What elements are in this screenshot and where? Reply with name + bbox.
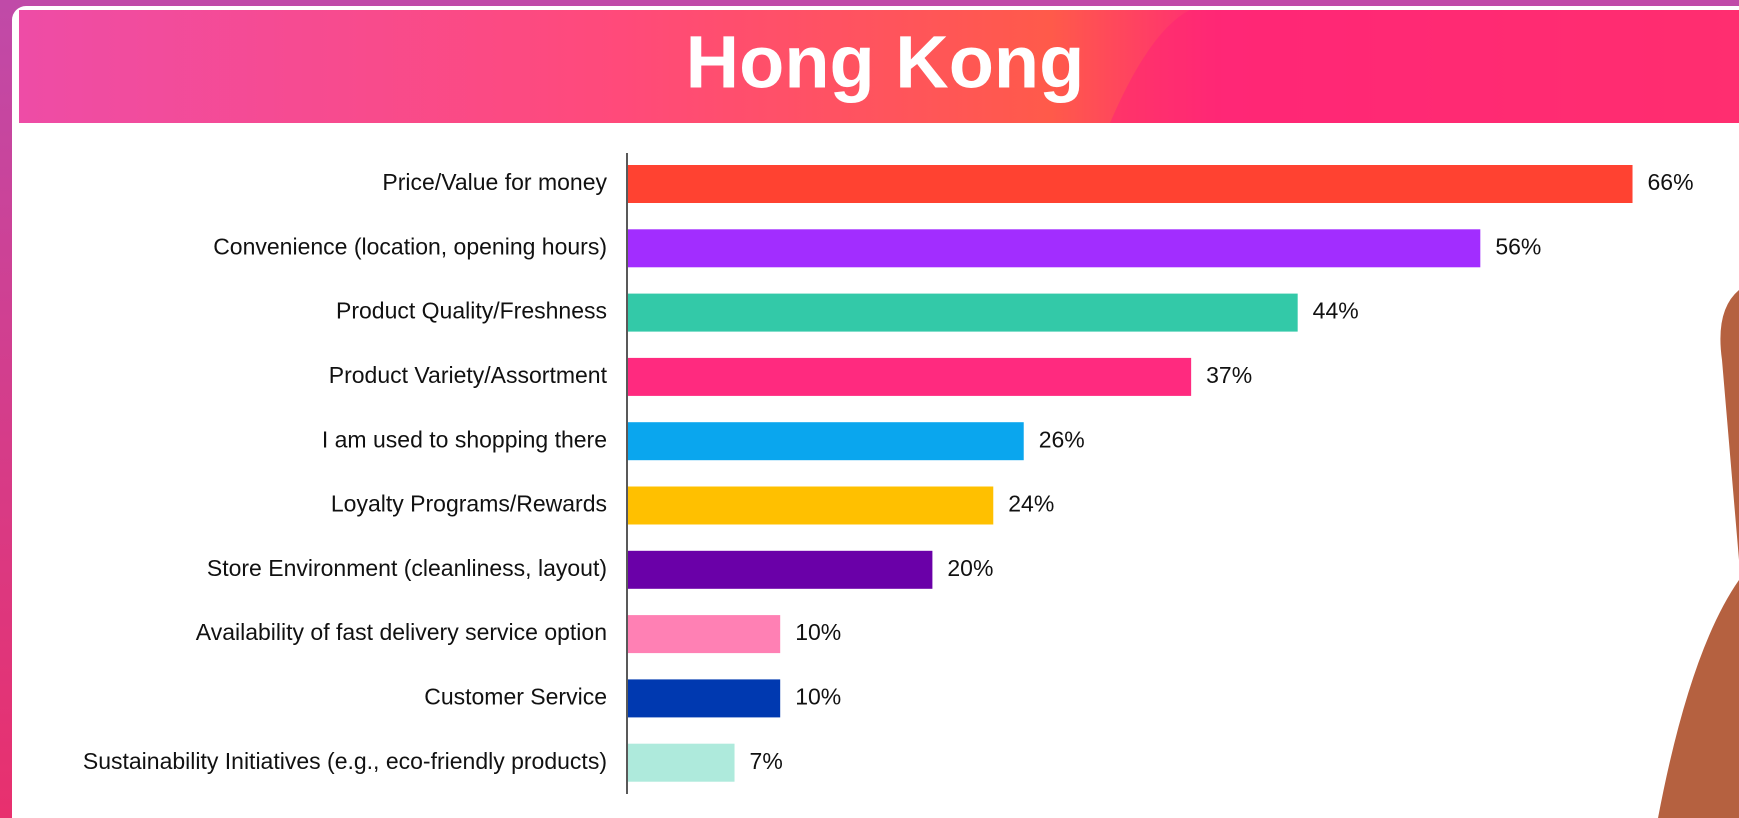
value-label: 56% <box>1495 233 1541 259</box>
value-label: 44% <box>1313 298 1359 324</box>
category-label: Customer Service <box>424 683 607 709</box>
category-label: Sustainability Initiatives (e.g., eco-fr… <box>83 748 607 774</box>
bar <box>628 550 933 589</box>
bar <box>628 229 1481 268</box>
bar <box>628 357 1192 396</box>
bar <box>628 615 781 654</box>
chart-title: Hong Kong <box>686 21 1085 104</box>
bar <box>628 422 1024 461</box>
value-label: 37% <box>1206 362 1252 388</box>
card <box>12 6 1739 818</box>
bar <box>628 679 781 718</box>
category-label: I am used to shopping there <box>322 426 607 452</box>
value-label: 7% <box>750 748 783 774</box>
value-label: 10% <box>795 683 841 709</box>
category-label: Convenience (location, opening hours) <box>213 233 607 259</box>
category-label: Availability of fast delivery service op… <box>196 619 607 645</box>
category-label: Loyalty Programs/Rewards <box>331 491 607 517</box>
category-label: Store Environment (cleanliness, layout) <box>207 555 607 581</box>
value-label: 66% <box>1648 169 1694 195</box>
value-label: 26% <box>1039 426 1085 452</box>
category-label: Product Variety/Assortment <box>329 362 608 388</box>
bar <box>628 486 994 525</box>
value-label: 24% <box>1008 491 1054 517</box>
bar <box>628 743 735 782</box>
value-label: 10% <box>795 619 841 645</box>
value-label: 20% <box>947 555 993 581</box>
category-label: Product Quality/Freshness <box>336 298 607 324</box>
category-label: Price/Value for money <box>382 169 607 195</box>
photo-decoration <box>1658 290 1739 818</box>
bar <box>628 293 1298 332</box>
header-accent <box>1110 10 1739 123</box>
bar <box>628 165 1633 203</box>
